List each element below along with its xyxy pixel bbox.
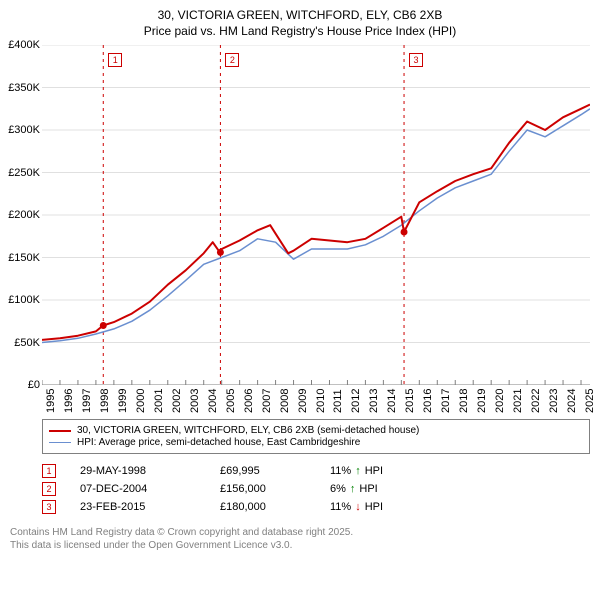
y-tick-label: £100K [8, 294, 40, 306]
legend-label: HPI: Average price, semi-detached house,… [77, 437, 360, 448]
x-tick-label: 2011 [332, 390, 344, 414]
title-line-2: Price paid vs. HM Land Registry's House … [0, 24, 600, 40]
x-axis: 1995 1996 1997 1998 1999 2000 2001 2002 2003 2004… [42, 385, 590, 415]
x-tick-label: 2012 [350, 389, 362, 413]
x-tick-label: 1998 [99, 389, 111, 413]
arrow-up-icon: ↑ [350, 483, 356, 495]
x-tick-label: 2019 [476, 389, 488, 413]
x-tick-label: 2001 [153, 389, 165, 413]
sale-dot [100, 322, 107, 329]
legend-swatch [49, 430, 71, 432]
x-tick-label: 2014 [386, 389, 398, 413]
plot-area: 1 2 3 [42, 45, 590, 385]
sale-marker-box: 3 [409, 53, 423, 67]
legend: 30, VICTORIA GREEN, WITCHFORD, ELY, CB6 … [42, 419, 590, 454]
footer: Contains HM Land Registry data © Crown c… [10, 526, 590, 552]
sale-row: 3 23-FEB-2015£180,00011% ↓ HPI [42, 500, 590, 514]
title-block: 30, VICTORIA GREEN, WITCHFORD, ELY, CB6 … [0, 0, 600, 39]
x-tick-label: 1997 [81, 389, 93, 413]
x-tick-label: 2007 [261, 389, 273, 413]
x-tick-label: 2009 [297, 389, 309, 413]
footer-line-2: This data is licensed under the Open Gov… [10, 539, 590, 552]
y-tick-label: £300K [8, 124, 40, 136]
y-tick-label: £350K [8, 82, 40, 94]
sale-row: 1 29-MAY-1998£69,99511% ↑ HPI [42, 464, 590, 478]
x-tick-label: 1995 [45, 389, 57, 413]
x-tick-label: 2010 [315, 389, 327, 413]
sale-row-marker: 3 [42, 500, 56, 514]
sale-delta-pct: 11% [330, 465, 351, 477]
sale-price: £69,995 [220, 465, 330, 477]
sale-dot [217, 249, 224, 256]
legend-row: 30, VICTORIA GREEN, WITCHFORD, ELY, CB6 … [49, 425, 583, 436]
sale-row-marker: 2 [42, 482, 56, 496]
sale-date: 23-FEB-2015 [80, 501, 220, 513]
x-tick-label: 2008 [279, 389, 291, 413]
arrow-up-icon: ↑ [355, 465, 361, 477]
legend-label: 30, VICTORIA GREEN, WITCHFORD, ELY, CB6 … [77, 425, 419, 436]
x-tick-label: 2024 [566, 389, 578, 413]
sale-delta: 11% ↓ HPI [330, 501, 383, 513]
x-tick-label: 2022 [530, 389, 542, 413]
x-tick-label: 2006 [243, 389, 255, 413]
plot-svg [42, 45, 590, 385]
x-tick-label: 2000 [135, 389, 147, 413]
sale-marker-box: 1 [108, 53, 122, 67]
sale-price: £180,000 [220, 501, 330, 513]
sale-delta: 6% ↑HPI [330, 483, 378, 495]
sale-date: 07-DEC-2004 [80, 483, 220, 495]
sale-delta-hpi-label: HPI [365, 501, 383, 513]
x-tick-label: 2018 [458, 389, 470, 413]
plot-wrap: £0£50K£100K£150K£200K£250K£300K£350K£400… [0, 45, 600, 415]
title-line-1: 30, VICTORIA GREEN, WITCHFORD, ELY, CB6 … [0, 8, 600, 24]
sale-delta-pct: 11% [330, 501, 351, 513]
chart-container: 30, VICTORIA GREEN, WITCHFORD, ELY, CB6 … [0, 0, 600, 552]
x-tick-label: 2025 [584, 389, 596, 413]
x-tick-label: 2003 [189, 389, 201, 413]
sale-row-marker: 1 [42, 464, 56, 478]
sales-table: 129-MAY-1998£69,99511%↑HPI207-DEC-2004£1… [42, 464, 590, 514]
x-tick-label: 2005 [225, 389, 237, 413]
x-tick-label: 1996 [63, 389, 75, 413]
y-tick-label: £250K [8, 167, 40, 179]
x-tick-label: 2023 [548, 389, 560, 413]
x-tick-label: 2013 [368, 389, 380, 413]
legend-swatch [49, 442, 71, 443]
sale-marker-box: 2 [225, 53, 239, 67]
sale-delta: 11% ↑ HPI [330, 465, 383, 477]
footer-line-1: Contains HM Land Registry data © Crown c… [10, 526, 590, 539]
x-tick-label: 2016 [422, 389, 434, 413]
legend-row: HPI: Average price, semi-detached house,… [49, 437, 583, 448]
x-tick-label: 2002 [171, 389, 183, 413]
x-tick-label: 2017 [440, 389, 452, 413]
series-line [42, 105, 590, 340]
x-tick-label: 2020 [494, 389, 506, 413]
sale-delta-hpi-label: HPI [359, 483, 377, 495]
y-tick-label: £50K [14, 337, 40, 349]
arrow-down-icon: ↓ [355, 501, 361, 513]
y-tick-label: £200K [8, 209, 40, 221]
sale-delta-hpi-label: HPI [365, 465, 383, 477]
y-tick-label: £150K [8, 252, 40, 264]
sale-dot [401, 229, 408, 236]
y-tick-label: £0 [28, 379, 40, 391]
x-tick-label: 2021 [512, 389, 524, 413]
x-tick-label: 2004 [207, 389, 219, 413]
sale-price: £156,000 [220, 483, 330, 495]
y-tick-label: £400K [8, 39, 40, 51]
x-tick-label: 1999 [117, 389, 129, 413]
y-axis: £0£50K£100K£150K£200K£250K£300K£350K£400… [0, 45, 42, 415]
sale-delta-pct: 6% [330, 483, 346, 495]
sale-date: 29-MAY-1998 [80, 465, 220, 477]
sale-row: 2 07-DEC-2004£156,0006% ↑HPI [42, 482, 590, 496]
x-tick-label: 2015 [404, 389, 416, 413]
